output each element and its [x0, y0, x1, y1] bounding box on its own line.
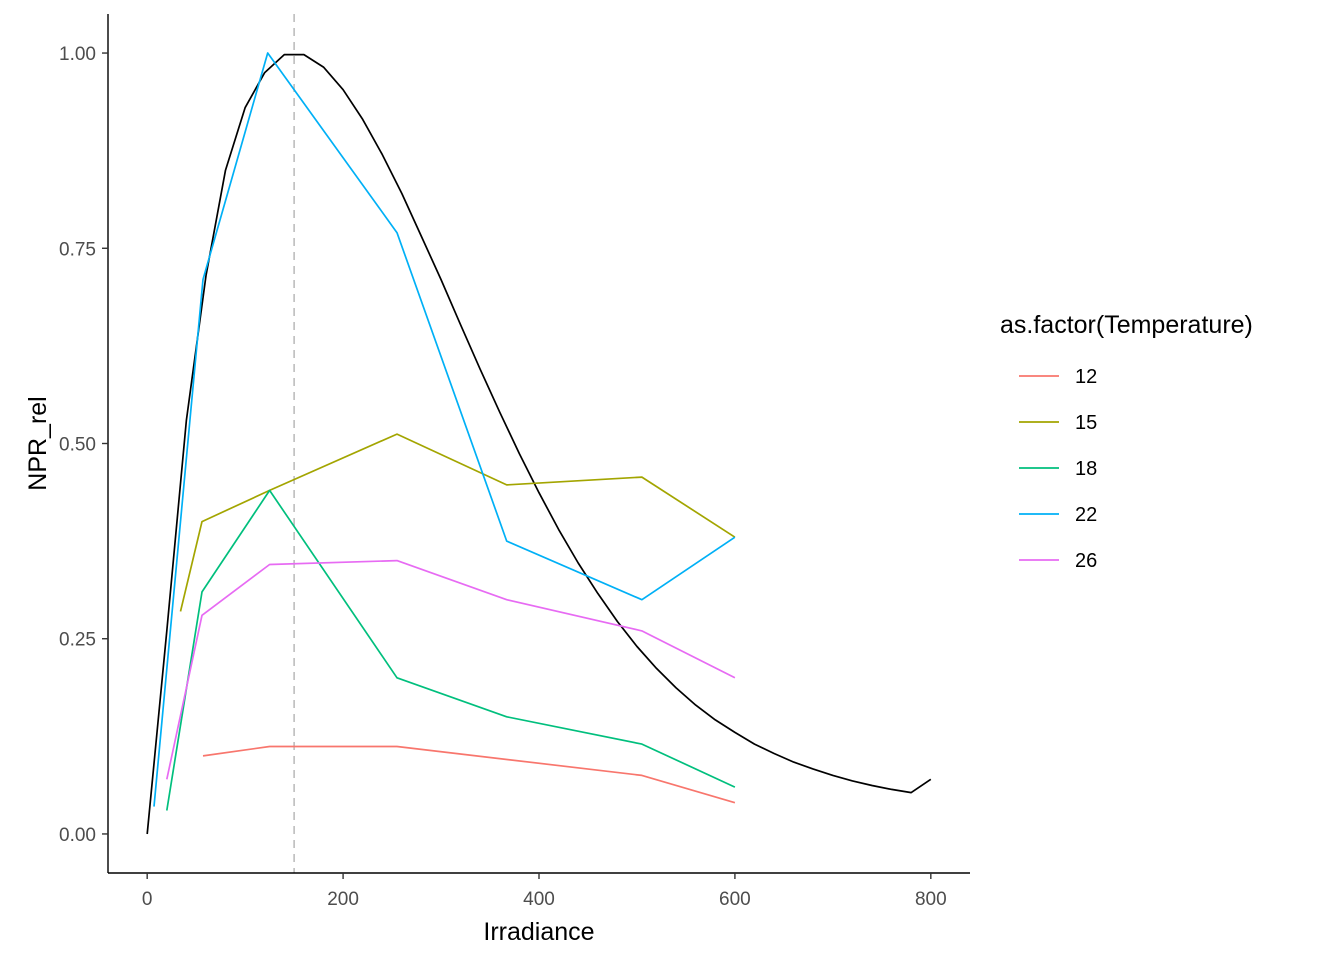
series-line-15	[179, 433, 736, 612]
x-axis-title: Irradiance	[483, 918, 594, 946]
legend-label-26: 26	[1075, 550, 1097, 572]
legend: as.factor(Temperature) 12 15 18 22 26	[1000, 311, 1253, 572]
x-tick-label: 400	[523, 889, 555, 910]
legend-label-22: 22	[1075, 504, 1097, 526]
legend-label-18: 18	[1075, 458, 1097, 480]
x-tick-label: 0	[142, 889, 153, 910]
series-line-22	[153, 52, 736, 807]
y-tick-label: 0.50	[59, 435, 96, 456]
legend-title: as.factor(Temperature)	[1000, 311, 1253, 339]
legend-label-12: 12	[1075, 366, 1097, 388]
series-line-12	[202, 745, 736, 804]
y-tick-label: 0.75	[59, 239, 96, 260]
x-tick-label: 200	[327, 889, 359, 910]
x-tick-label: 600	[719, 889, 751, 910]
series-line-26	[165, 559, 736, 780]
fit-curve-line	[146, 53, 932, 835]
y-axis-title: NPR_rel	[24, 396, 52, 490]
legend-label-15: 15	[1075, 412, 1097, 434]
y-tick-label: 0.00	[59, 825, 96, 846]
series-line-18	[165, 489, 736, 811]
plot-area	[146, 14, 932, 873]
x-tick-label: 800	[915, 889, 947, 910]
axes: 0 200 400 600 800 0.00 0.25 0.50 0.75 1.00	[59, 14, 970, 910]
y-tick-label: 1.00	[59, 44, 96, 65]
y-tick-label: 0.25	[59, 630, 96, 651]
